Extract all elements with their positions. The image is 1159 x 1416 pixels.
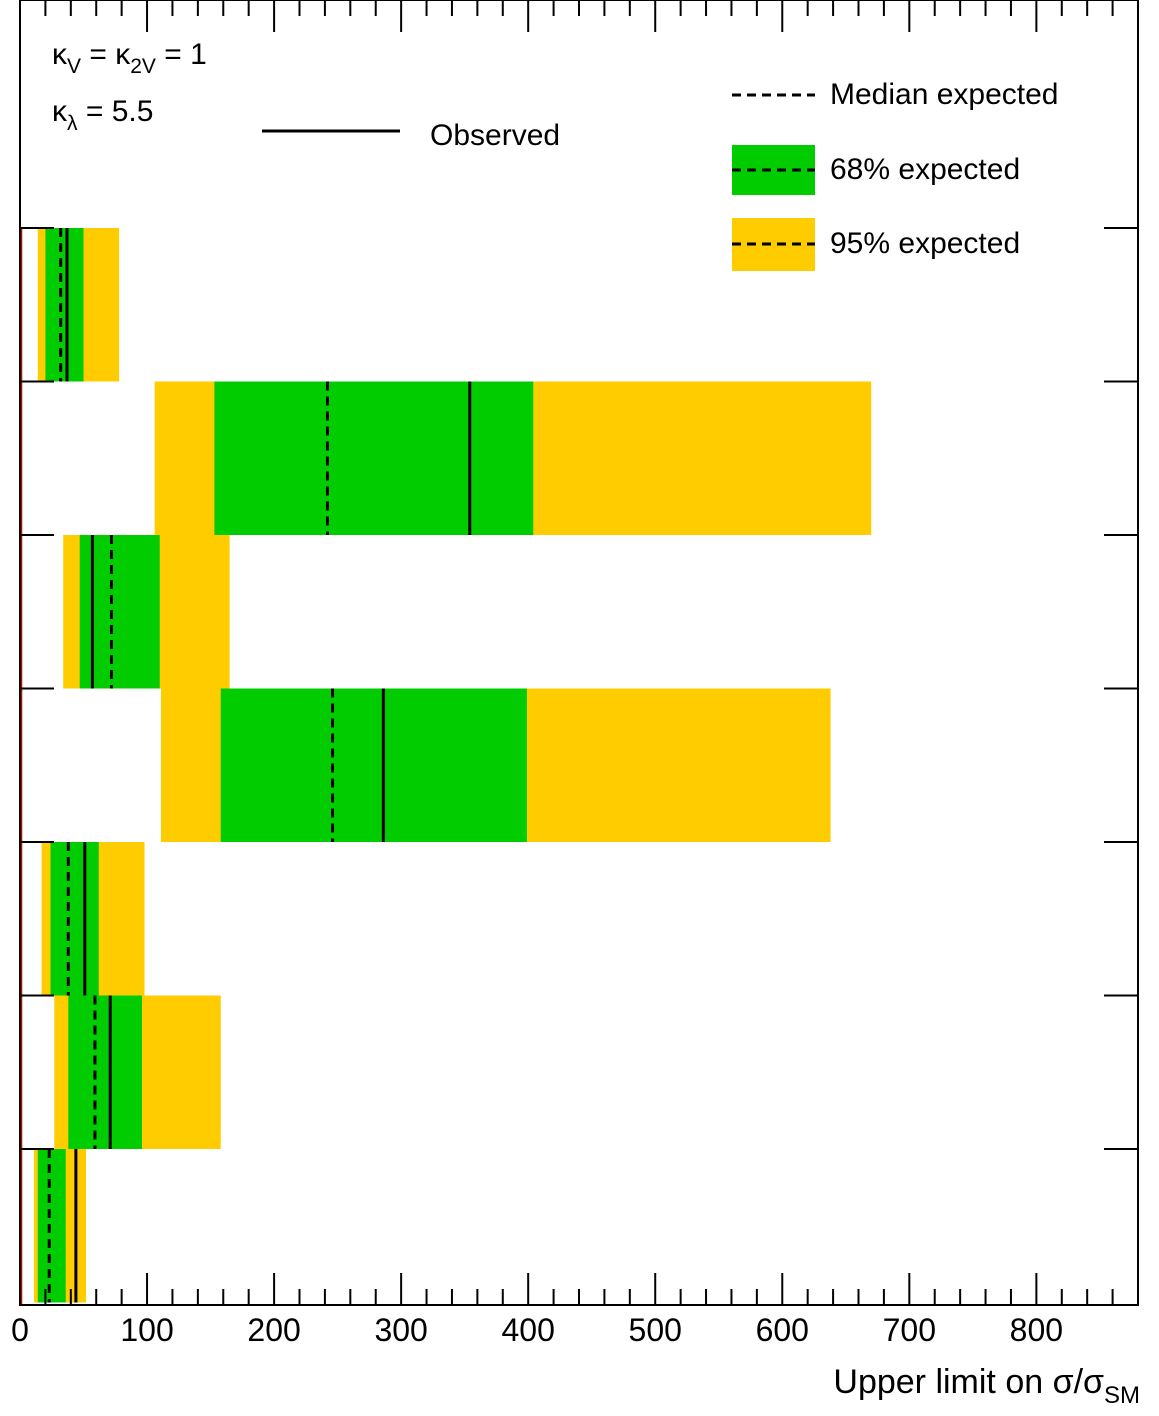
band-68-bar bbox=[45, 228, 84, 382]
limit-row-1 bbox=[37, 228, 120, 382]
limit-row-4 bbox=[161, 688, 831, 842]
limit-row-2 bbox=[154, 381, 872, 535]
annotation-kappa-lambda: κλ = 5.5 bbox=[52, 95, 153, 135]
svg-text:κV = κ2V = 1: κV = κ2V = 1 bbox=[52, 38, 207, 78]
x-tick-label: 700 bbox=[883, 1312, 936, 1348]
limit-row-5 bbox=[41, 842, 145, 996]
legend-median-label: Median expected bbox=[830, 78, 1059, 111]
annotation-kappa-v: κV = κ2V = 1 bbox=[52, 38, 207, 78]
x-tick-label: 500 bbox=[629, 1312, 682, 1348]
limit-row-7 bbox=[33, 1149, 87, 1303]
band-68-bar bbox=[214, 381, 534, 535]
band-68-bar bbox=[50, 842, 99, 996]
x-tick-label: 400 bbox=[501, 1312, 554, 1348]
legend-95-swatch bbox=[732, 218, 815, 271]
band-68-bar bbox=[37, 1149, 66, 1303]
limit-bands bbox=[20, 228, 872, 1305]
band-68-bar bbox=[68, 995, 142, 1149]
axis-ticks bbox=[19, 0, 1139, 1305]
x-tick-labels: 0 100 200 300 400 500 600 700 800 bbox=[11, 1312, 1063, 1348]
legend-68-swatch bbox=[732, 145, 815, 195]
x-tick-label: 100 bbox=[120, 1312, 173, 1348]
x-tick-label: 0 bbox=[11, 1312, 29, 1348]
x-tick-label: 800 bbox=[1010, 1312, 1063, 1348]
band-68-bar bbox=[220, 688, 527, 842]
x-tick-label: 200 bbox=[247, 1312, 300, 1348]
limit-row-3 bbox=[63, 535, 230, 689]
svg-text:Upper limit on σ/σSM: Upper limit on σ/σSM bbox=[833, 1363, 1140, 1409]
limit-row-6 bbox=[54, 995, 221, 1149]
svg-text:κλ = 5.5: κλ = 5.5 bbox=[52, 95, 153, 135]
x-tick-label: 600 bbox=[756, 1312, 809, 1348]
legend-68-label: 68% expected bbox=[830, 153, 1020, 186]
x-axis-title: Upper limit on σ/σSM bbox=[833, 1363, 1140, 1409]
legend-95-label: 95% expected bbox=[830, 227, 1020, 260]
legend-observed-label: Observed bbox=[430, 119, 560, 152]
legend: Observed Median expected 68% expected 95… bbox=[262, 78, 1059, 271]
x-tick-label: 300 bbox=[374, 1312, 427, 1348]
